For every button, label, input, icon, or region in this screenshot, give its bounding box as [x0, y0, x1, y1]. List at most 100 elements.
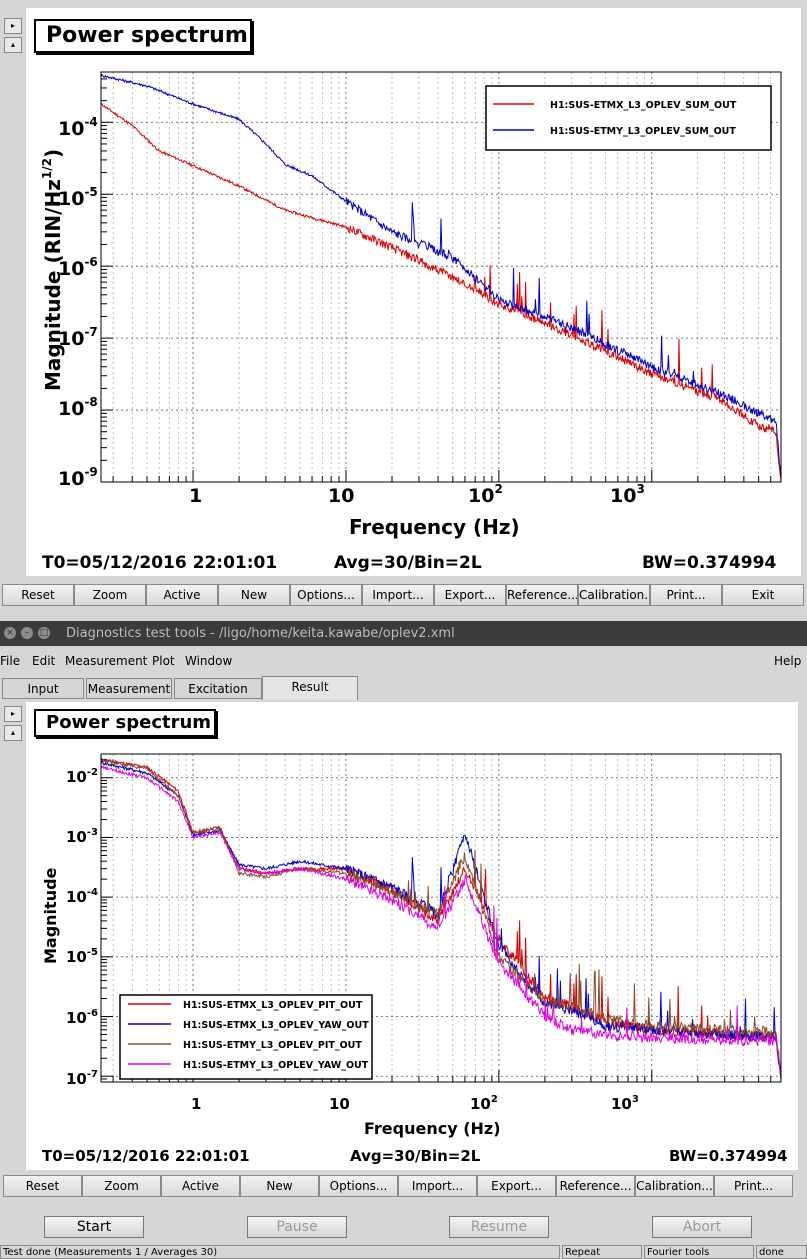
- bot-legend-item-1: H1:SUS-ETMX_L3_OPLEV_PIT_OUT: [183, 1000, 363, 1011]
- top-plot-title: Power spectrum: [34, 19, 252, 53]
- scroll-down-button-2[interactable]: ▴: [4, 725, 22, 741]
- top-legend-item-1: H1:SUS-ETMX_L3_OPLEV_SUM_OUT: [550, 100, 737, 111]
- series-line-4: [100, 765, 782, 1075]
- bot-ytick-1e-4: 10-4: [66, 887, 98, 906]
- top-avg-label: Avg=30/Bin=2L: [334, 553, 482, 573]
- bot-xtick-1000: 103: [611, 1094, 639, 1113]
- bottom-plot-title: Power spectrum: [34, 709, 216, 737]
- tab-measurement[interactable]: Measurement: [86, 678, 172, 699]
- bottom-t0-label: T0=05/12/2016 22:01:01: [42, 1147, 250, 1165]
- bot-legend-item-2: H1:SUS-ETMX_L3_OPLEV_YAW_OUT: [183, 1020, 369, 1031]
- bot-options-button[interactable]: Options...: [319, 1175, 398, 1197]
- bot-reference-button[interactable]: Reference...: [556, 1175, 635, 1197]
- menu-help[interactable]: Help: [774, 654, 802, 668]
- window-title: Diagnostics test tools - /ligo/home/keit…: [66, 626, 455, 641]
- bot-ytick-1e-6: 10-6: [66, 1008, 98, 1027]
- top-export-button[interactable]: Export...: [434, 584, 506, 606]
- bot-ytick-1e-3: 10-3: [66, 827, 98, 846]
- top-plot-pane: ▸ ▴ Power spectrum 10-4 10-5 10-6 10-7 1…: [0, 0, 807, 608]
- bot-legend-item-3: H1:SUS-ETMY_L3_OPLEV_PIT_OUT: [183, 1040, 362, 1051]
- bottom-plot-toolbar: Reset Zoom Active New Options... Import.…: [3, 1175, 793, 1197]
- series-line-2: [100, 73, 782, 480]
- top-ytick-1e-4: 10-4: [58, 115, 98, 140]
- menu-window[interactable]: Window: [185, 654, 233, 668]
- bottom-x-axis-label: Frequency (Hz): [364, 1119, 501, 1138]
- bot-zoom-button[interactable]: Zoom: [82, 1175, 161, 1197]
- top-import-button[interactable]: Import...: [362, 584, 434, 606]
- bot-reset-button[interactable]: Reset: [3, 1175, 82, 1197]
- top-plot-svg[interactable]: 10-4 10-5 10-6 10-7 10-8 10-9 1 10 102 1…: [26, 8, 801, 576]
- status-fourier-tools: Fourier tools: [644, 1245, 754, 1259]
- top-x-tick-labels: 1 10 102 103: [189, 482, 645, 507]
- bottom-bw-label: BW=0.374994: [669, 1147, 788, 1165]
- scroll-up-button-2[interactable]: ▸: [4, 706, 22, 722]
- top-ytick-1e-8: 10-8: [58, 395, 98, 420]
- minimize-icon[interactable]: –: [21, 627, 33, 639]
- window-titlebar[interactable]: × – □ Diagnostics test tools - /ligo/hom…: [0, 621, 807, 646]
- bot-legend-item-4: H1:SUS-ETMY_L3_OPLEV_YAW_OUT: [183, 1060, 369, 1071]
- top-reset-button[interactable]: Reset: [2, 584, 74, 606]
- bot-xtick-100: 102: [470, 1094, 498, 1113]
- bottom-graph-area[interactable]: [26, 702, 798, 1170]
- bot-import-button[interactable]: Import...: [398, 1175, 477, 1197]
- top-x-axis-label: Frequency (Hz): [349, 515, 520, 539]
- menu-measurement[interactable]: Measurement: [65, 654, 148, 668]
- status-done: done: [756, 1245, 807, 1259]
- tab-result[interactable]: Result: [262, 676, 358, 700]
- status-repeat: Repeat: [562, 1245, 642, 1259]
- bot-ytick-1e-5: 10-5: [66, 947, 98, 966]
- top-ytick-1e-9: 10-9: [58, 465, 98, 490]
- top-plot-toolbar: Reset Zoom Active New Options... Import.…: [2, 584, 804, 606]
- scroll-down-button[interactable]: ▴: [4, 37, 22, 53]
- bot-calibration-button[interactable]: Calibration...: [635, 1175, 714, 1197]
- top-xtick-1000: 103: [610, 482, 645, 507]
- top-print-button[interactable]: Print...: [650, 584, 722, 606]
- bottom-legend: H1:SUS-ETMX_L3_OPLEV_PIT_OUT H1:SUS-ETMX…: [119, 994, 373, 1080]
- top-exit-button[interactable]: Exit: [722, 584, 804, 606]
- bot-new-button[interactable]: New: [240, 1175, 319, 1197]
- top-xtick-10: 10: [328, 485, 354, 507]
- bot-ytick-1e-7: 10-7: [66, 1069, 98, 1088]
- top-xtick-100: 102: [468, 482, 503, 507]
- svg-text:Magnitude (RIN/Hz1/2): Magnitude (RIN/Hz1/2): [40, 149, 65, 391]
- pause-button[interactable]: Pause: [247, 1216, 347, 1238]
- top-zoom-button[interactable]: Zoom: [74, 584, 146, 606]
- top-xtick-1: 1: [189, 485, 202, 507]
- top-active-button[interactable]: Active: [146, 584, 218, 606]
- menu-bar: File Edit Measurement Plot Window Help: [0, 651, 807, 673]
- bot-print-button[interactable]: Print...: [714, 1175, 793, 1197]
- top-legend-item-2: H1:SUS-ETMY_L3_OPLEV_SUM_OUT: [550, 126, 736, 137]
- tab-input[interactable]: Input: [2, 678, 84, 699]
- top-t0-label: T0=05/12/2016 22:01:01: [42, 553, 278, 573]
- series-line-1: [100, 102, 782, 481]
- series-line-1: [100, 757, 782, 1075]
- abort-button[interactable]: Abort: [652, 1216, 752, 1238]
- bot-active-button[interactable]: Active: [161, 1175, 240, 1197]
- top-bw-label: BW=0.374994: [642, 553, 777, 573]
- top-new-button[interactable]: New: [218, 584, 290, 606]
- top-reference-button[interactable]: Reference...: [506, 584, 578, 606]
- svg-text:Magnitude: Magnitude: [41, 867, 60, 964]
- bottom-y-tick-labels: 10-2 10-3 10-4 10-5 10-6 10-7: [66, 767, 98, 1088]
- bottom-y-axis-label: Magnitude: [41, 867, 60, 964]
- top-legend: H1:SUS-ETMX_L3_OPLEV_SUM_OUT H1:SUS-ETMY…: [485, 85, 772, 151]
- top-calibration-button[interactable]: Calibration...: [578, 584, 650, 606]
- resume-button[interactable]: Resume: [449, 1216, 549, 1238]
- series-line-2: [100, 760, 782, 1080]
- menu-edit[interactable]: Edit: [32, 654, 56, 668]
- menu-file[interactable]: File: [0, 654, 21, 668]
- menu-plot[interactable]: Plot: [152, 654, 175, 668]
- scroll-up-button[interactable]: ▸: [4, 18, 22, 34]
- bottom-plot-svg[interactable]: 10-2 10-3 10-4 10-5 10-6 10-7 1 10 102 1…: [26, 702, 798, 1170]
- start-button[interactable]: Start: [44, 1216, 144, 1238]
- series-line-3: [100, 758, 782, 1080]
- bottom-plot-pane: ▸ ▴ Power spectrum 10-2 10-3 10-4 10-5 1…: [0, 700, 807, 1200]
- tab-excitation[interactable]: Excitation: [174, 678, 262, 699]
- bot-ytick-1e-2: 10-2: [66, 767, 98, 786]
- maximize-icon[interactable]: □: [38, 627, 50, 639]
- close-icon[interactable]: ×: [4, 627, 16, 639]
- top-options-button[interactable]: Options...: [290, 584, 362, 606]
- status-message: Test done (Measurements 1 / Averages 30): [0, 1245, 560, 1259]
- top-ytick-1e-7: 10-7: [58, 325, 98, 350]
- bot-export-button[interactable]: Export...: [477, 1175, 556, 1197]
